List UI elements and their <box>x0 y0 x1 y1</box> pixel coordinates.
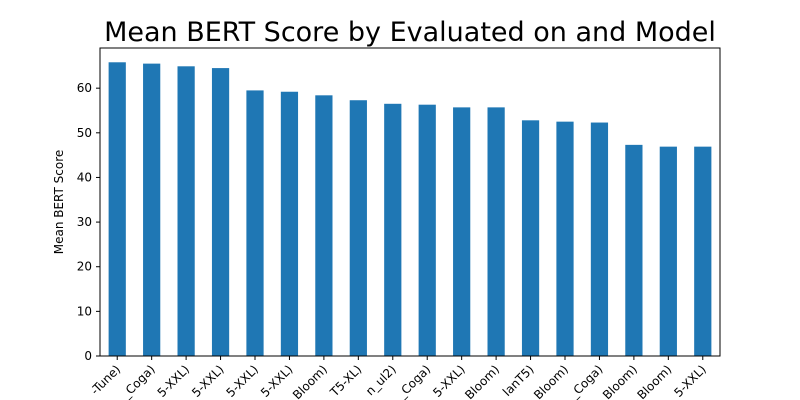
bar <box>143 63 161 356</box>
bar <box>246 90 264 357</box>
x-tick-label: _Coga) <box>118 362 158 400</box>
bar <box>521 120 540 356</box>
x-tick-label: 5-XXL) <box>258 362 296 400</box>
y-tick-label: 30 <box>77 215 92 229</box>
x-tick-label: 5-XXL) <box>155 362 193 400</box>
y-tick-label: 0 <box>84 349 92 363</box>
bar <box>280 91 299 356</box>
y-tick-label: 20 <box>77 260 92 274</box>
bar <box>418 104 436 357</box>
bars-group <box>108 62 712 357</box>
x-tick-label: 5-XXL) <box>224 362 262 400</box>
x-tick-label: Bloom) <box>531 362 571 400</box>
x-tick-label: 5-XXL) <box>189 362 227 400</box>
bar <box>315 95 333 356</box>
x-tick-label: Bloom) <box>634 362 674 400</box>
bar <box>177 66 195 356</box>
x-tick-label: T5-XL) <box>327 362 365 400</box>
bar <box>108 62 126 356</box>
x-tick-label: Bloom) <box>290 362 330 400</box>
y-tick-label: 10 <box>77 304 92 318</box>
y-tick-label: 50 <box>77 126 92 140</box>
bar <box>590 122 609 357</box>
bar <box>211 68 230 356</box>
bar <box>453 107 471 356</box>
chart-title: Mean BERT Score by Evaluated on and Mode… <box>104 17 716 48</box>
bar <box>625 144 643 356</box>
x-tick-label: n_ul2) <box>363 362 399 398</box>
x-axis: -Tune)_Coga)5-XXL)5-XXL)5-XXL)5-XXL)Bloo… <box>88 356 709 400</box>
x-tick-label: _Coga) <box>393 362 433 400</box>
y-tick-label: 60 <box>77 81 92 95</box>
x-tick-label: Bloom) <box>462 362 502 400</box>
x-tick-label: _Coga) <box>566 362 606 400</box>
x-tick-label: Bloom) <box>600 362 640 400</box>
y-tick-label: 40 <box>77 170 92 184</box>
bar <box>694 146 712 356</box>
y-axis-label: Mean BERT Score <box>52 150 66 255</box>
x-tick-label: 5-XXL) <box>671 362 709 400</box>
bar <box>384 103 402 356</box>
bar <box>487 107 505 356</box>
x-tick-label: -Tune) <box>88 362 123 397</box>
bar <box>349 100 367 356</box>
y-axis: 0 10 20 30 40 50 60 <box>77 81 100 363</box>
plot-frame <box>99 47 721 357</box>
bar <box>556 121 574 356</box>
bar <box>659 146 677 356</box>
x-tick-label: 5-XXL) <box>430 362 468 400</box>
